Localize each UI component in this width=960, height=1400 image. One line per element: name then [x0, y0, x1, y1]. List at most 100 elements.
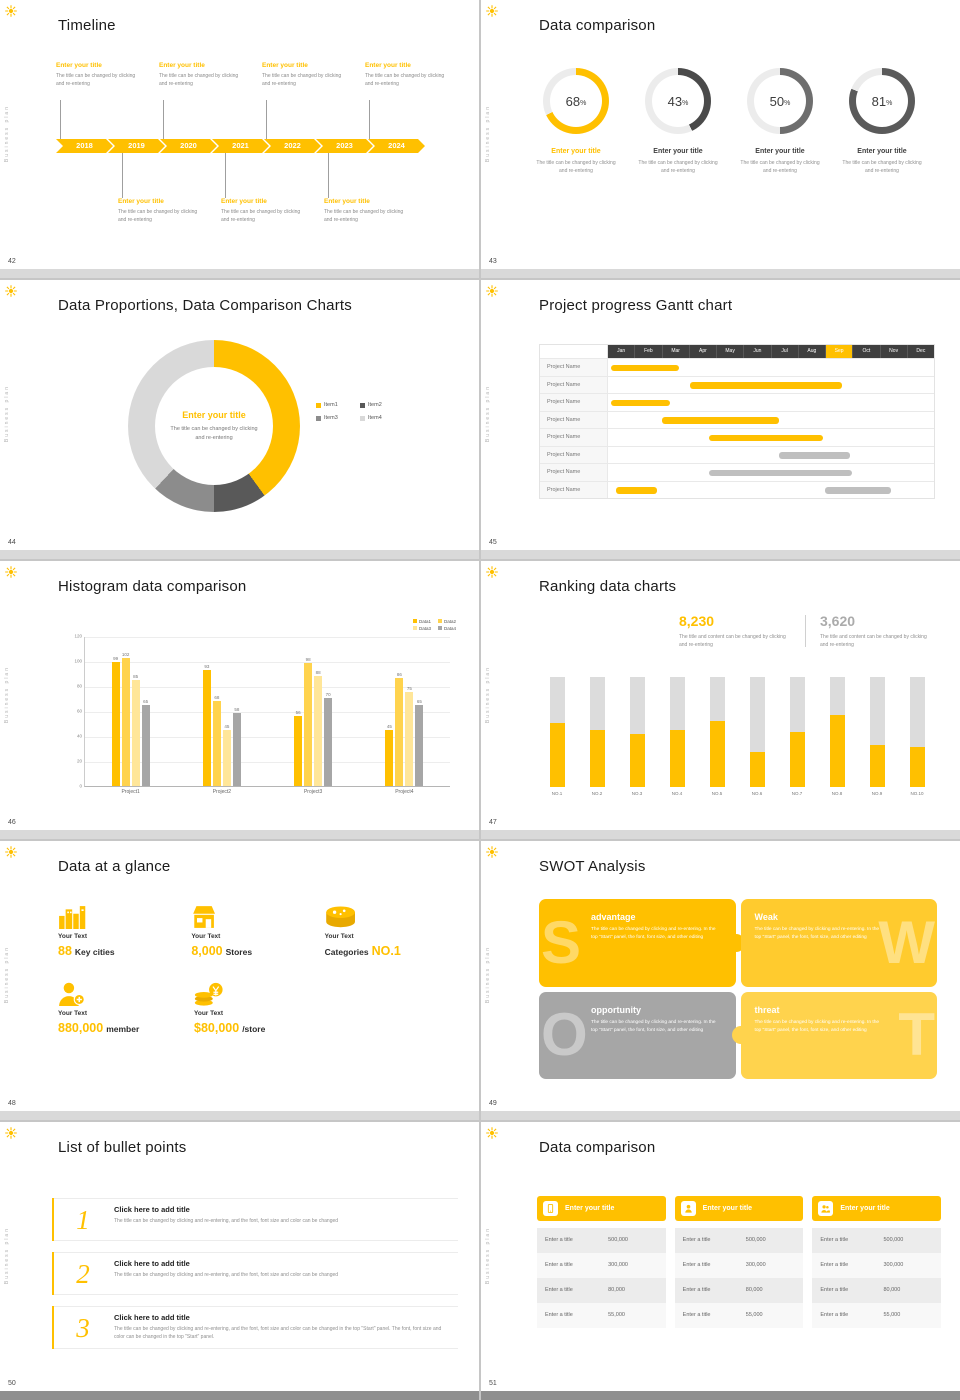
timeline-entry-title[interactable]: Enter your title	[56, 62, 102, 69]
table-cell-label[interactable]: Enter a title	[545, 1312, 573, 1319]
donut-label[interactable]: Enter your title	[857, 148, 907, 155]
histogram-bar	[232, 713, 241, 786]
ranking-column: NO.4	[657, 676, 697, 796]
slide-44-data-proportions[interactable]: Business plan Data Proportions, Data Com…	[0, 280, 479, 559]
gantt-month-cell: Nov	[880, 345, 908, 359]
timeline-entry-title[interactable]: Enter your title	[262, 62, 308, 69]
legend-item: Data3	[412, 625, 431, 631]
logo-icon	[5, 4, 17, 17]
gantt-bar	[825, 487, 891, 494]
bullet-number: 3	[76, 1312, 90, 1343]
timeline-entry-title[interactable]: Enter your title	[324, 198, 370, 205]
glance-item: Your Text Categories NO.1	[325, 901, 458, 958]
legend-swatch	[412, 626, 417, 631]
table-cell-label[interactable]: Enter a title	[545, 1237, 573, 1244]
table-cell-label[interactable]: Enter a title	[682, 1262, 711, 1269]
timeline-bottom-entries: Enter your title The title can be changed…	[118, 198, 427, 224]
slide-48-data-at-a-glance[interactable]: Business plan Data at a glance Your Text…	[0, 841, 479, 1120]
bullet-heading[interactable]: Click here to add title	[114, 1258, 190, 1268]
table-row: Enter a title 80,000	[537, 1277, 666, 1303]
gantt-bar	[610, 399, 671, 407]
slide-46-histogram[interactable]: Business plan Histogram data comparison …	[0, 560, 479, 840]
table-cell-label[interactable]: Enter a title	[820, 1312, 849, 1319]
slide-47-ranking[interactable]: Business plan Ranking data charts 8,230 …	[481, 560, 960, 840]
table-cell-value: 500,000	[745, 1237, 766, 1244]
table-cell-label[interactable]: Enter a title	[682, 1312, 711, 1319]
donut-label[interactable]: Enter your title	[551, 148, 601, 155]
footer-band	[481, 1110, 960, 1120]
timeline-entry-title[interactable]: Enter your title	[221, 198, 267, 205]
donut-center: Enter your title The title can be change…	[155, 367, 273, 486]
timeline-entry-desc: The title can be changed by clicking and…	[262, 73, 342, 87]
table-row: Enter a title 300,000	[674, 1252, 804, 1278]
timeline-entry-title[interactable]: Enter your title	[159, 62, 205, 69]
legend-swatch	[437, 626, 442, 631]
footer-band	[481, 1390, 960, 1400]
slide-42-timeline[interactable]: Business plan Timeline Enter your title T…	[0, 0, 479, 279]
glance-value-line: 88 Key cities	[58, 944, 191, 958]
timeline-entry-desc: The title can be changed by clicking and…	[221, 209, 301, 223]
legend-label: Data1	[418, 618, 431, 624]
table-cell-label[interactable]: Enter a title	[820, 1287, 849, 1294]
table-cell-label[interactable]: Enter a title	[682, 1237, 711, 1244]
ranking-fill	[709, 720, 725, 787]
ranking-column: NO.7	[777, 676, 817, 796]
bullet-heading[interactable]: Click here to add title	[114, 1204, 190, 1214]
histogram-bar	[222, 729, 231, 786]
sidebar-vertical-text: Business plan	[485, 946, 491, 1004]
legend-label: Data3	[418, 625, 431, 631]
bullet-number: 2	[76, 1258, 90, 1289]
slide-51-data-comparison-tables[interactable]: Business plan Data comparison Enter your…	[481, 1121, 960, 1400]
table-cell-label[interactable]: Enter a title	[682, 1287, 711, 1294]
logo-icon	[486, 845, 498, 858]
donut-center-title[interactable]: Enter your title	[182, 409, 246, 420]
histogram-bar	[405, 692, 414, 786]
slide-43-data-comparison[interactable]: Business plan Data comparison 68% Enter y…	[481, 0, 960, 279]
page-title: Data Proportions, Data Comparison Charts	[58, 297, 352, 315]
histogram-group: 56 98 88 70 Project3	[268, 637, 359, 795]
table-header-title[interactable]: Enter your title	[565, 1204, 615, 1212]
bar-value-label: 45	[224, 723, 230, 729]
histogram-group: 99 102 85 65 Project1	[85, 637, 176, 795]
gantt-chart: Jan Feb Mar Apr May Jun Jul Aug Sep Oct Nov Dec Pro…	[539, 344, 935, 500]
glance-item: Your Text $80,000/store	[194, 978, 330, 1035]
divider	[805, 614, 806, 647]
table-cell-label[interactable]: Enter a title	[545, 1262, 573, 1269]
bullet-heading[interactable]: Click here to add title	[114, 1312, 190, 1322]
table-header-title[interactable]: Enter your title	[702, 1204, 753, 1212]
timeline-entry-title[interactable]: Enter your title	[118, 198, 164, 205]
timeline-connector-line	[266, 100, 267, 139]
legend-swatch	[316, 415, 321, 421]
bar-value-label: 102	[121, 652, 130, 658]
bullet-text: Click here to add title The title can be …	[114, 1259, 452, 1279]
gantt-row-track	[608, 447, 934, 464]
swot-letter: W	[878, 908, 935, 976]
timeline-connector-line	[122, 153, 123, 198]
proportion-legend: Item1 Item2 Item3 Item4	[316, 402, 398, 421]
slide-50-bullet-points[interactable]: Business plan List of bullet points 1 Cli…	[0, 1121, 479, 1400]
histogram-bar-wrap: 99	[111, 656, 120, 786]
glance-value-line: 8,000 Stores	[191, 944, 324, 958]
timeline-entry-title[interactable]: Enter your title	[365, 62, 411, 69]
table-cell-label[interactable]: Enter a title	[545, 1287, 573, 1294]
swot-heading: advantage	[591, 912, 636, 923]
donut-label[interactable]: Enter your title	[755, 148, 805, 155]
table-cell-label[interactable]: Enter a title	[820, 1262, 849, 1269]
glance-value: $80,000	[194, 1021, 240, 1036]
table-cell-label[interactable]: Enter a title	[820, 1237, 849, 1244]
donut-label[interactable]: Enter your title	[653, 148, 703, 155]
bar-value-label: 56	[295, 709, 301, 715]
gantt-row-label: Project Name	[540, 376, 608, 394]
gantt-month-cell: Apr	[689, 345, 717, 359]
ranking-label: NO.1	[551, 790, 563, 796]
sidebar-vertical-text: Business plan	[485, 105, 491, 163]
slide-45-gantt-chart[interactable]: Business plan Project progress Gantt cha…	[481, 280, 960, 559]
table-header-title[interactable]: Enter your title	[840, 1204, 890, 1212]
ranking-fill	[829, 715, 845, 787]
ranking-track	[869, 676, 885, 787]
categories-icon	[325, 901, 458, 929]
donut-hole: 81%	[856, 75, 908, 127]
ranking-label: NO.9	[871, 790, 883, 796]
